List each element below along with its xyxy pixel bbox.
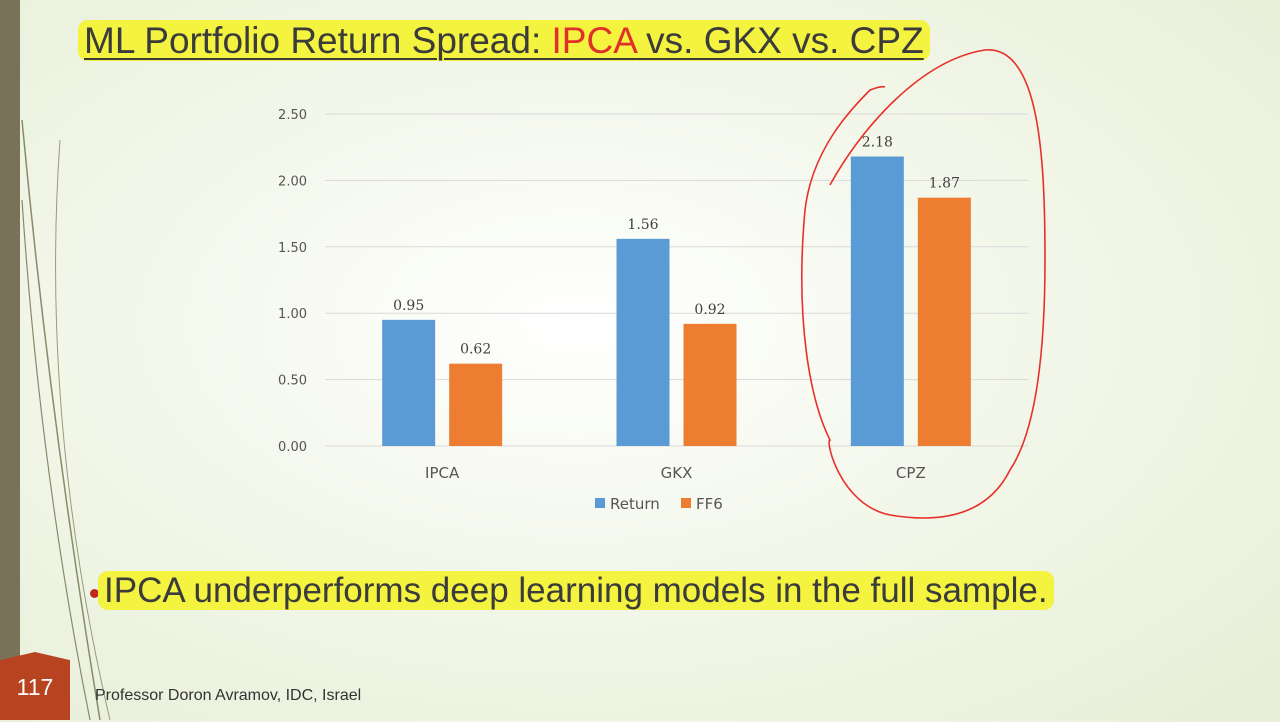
slide-title: ML Portfolio Return Spread: IPCA vs. GKX…	[78, 18, 930, 64]
title-ipca: IPCA	[551, 20, 636, 61]
title-suffix: vs. GKX vs. CPZ	[635, 20, 924, 61]
legend-swatch	[681, 498, 691, 508]
title-prefix: ML Portfolio Return Spread:	[84, 20, 552, 61]
bullet-point: IPCA underperforms deep learning models …	[98, 568, 1054, 614]
y-tick-label: 1.00	[278, 307, 307, 322]
legend-label: Return	[610, 495, 660, 513]
bar-return-gkx	[616, 238, 670, 446]
x-tick-label: IPCA	[425, 464, 460, 482]
bar-return-ipca	[382, 319, 436, 446]
y-tick-label: 1.50	[278, 241, 307, 256]
data-label: 1.87	[929, 176, 960, 192]
y-axis-ticks: 0.00 0.50 1.00 1.50 2.00 2.50	[278, 108, 307, 455]
chart-gridlines	[325, 113, 1028, 447]
bar-ff6-ipca	[449, 363, 503, 446]
data-label: 0.95	[393, 298, 424, 314]
chart-bars: 0.95 0.62 1.56 0.92 2.18 1.87	[382, 134, 971, 446]
data-label: 0.92	[694, 302, 725, 318]
bar-ff6-cpz	[917, 197, 971, 446]
bullet-text: IPCA underperforms deep learning models …	[98, 571, 1054, 610]
x-tick-label: GKX	[661, 464, 693, 482]
y-tick-label: 2.50	[278, 108, 307, 123]
data-label: 0.62	[460, 342, 491, 358]
decorative-line	[21, 119, 101, 720]
y-tick-label: 0.50	[278, 374, 307, 389]
y-tick-label: 0.00	[278, 440, 307, 455]
left-accent-bar	[0, 0, 20, 720]
y-tick-label: 2.00	[278, 174, 307, 189]
decorative-line	[21, 199, 91, 720]
page-number-badge: 117	[0, 652, 70, 720]
x-axis-categories: IPCA GKX CPZ	[425, 464, 926, 482]
title-highlight: ML Portfolio Return Spread: IPCA vs. GKX…	[78, 20, 930, 61]
data-label: 2.18	[862, 134, 893, 150]
bar-ff6-gkx	[683, 323, 737, 446]
bullet-icon	[90, 589, 99, 598]
legend-swatch	[595, 498, 605, 508]
annotation-circle	[801, 49, 1046, 519]
chart-legend: Return FF6	[595, 495, 723, 513]
decorative-line	[55, 139, 111, 720]
footer-text: Professor Doron Avramov, IDC, Israel	[95, 687, 362, 704]
x-tick-label: CPZ	[896, 464, 926, 482]
data-label: 1.56	[627, 217, 658, 233]
legend-label: FF6	[696, 495, 723, 513]
bar-return-cpz	[850, 156, 904, 446]
